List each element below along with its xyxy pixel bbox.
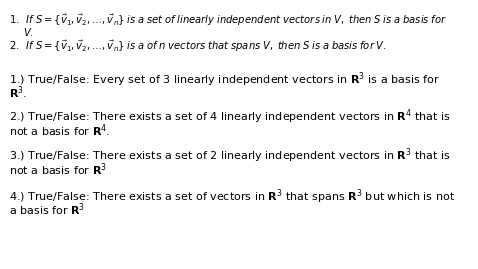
Text: $\mathit{2.\;\;If\;S=\{\vec{v}_1,\vec{v}_2,\ldots,\vec{v}_n\}\;is\;a\;of\;n\;vec: $\mathit{2.\;\;If\;S=\{\vec{v}_1,\vec{v}… bbox=[9, 38, 386, 54]
Text: $\mathit{1.\;\;If\;S=\{\vec{v}_1,\vec{v}_2,\ldots,\vec{v}_n\}\;is\;a\;set\;of\;l: $\mathit{1.\;\;If\;S=\{\vec{v}_1,\vec{v}… bbox=[9, 12, 447, 27]
Text: 2.) True/False: There exists a set of 4 linearly independent vectors in $\mathbf: 2.) True/False: There exists a set of 4 … bbox=[9, 108, 451, 126]
Text: a basis for $\mathbf{R}^3$: a basis for $\mathbf{R}^3$ bbox=[9, 202, 85, 218]
Text: 4.) True/False: There exists a set of vectors in $\mathbf{R}^3$ that spans $\mat: 4.) True/False: There exists a set of ve… bbox=[9, 187, 455, 206]
Text: not a basis for $\mathbf{R}^4$.: not a basis for $\mathbf{R}^4$. bbox=[9, 122, 110, 139]
Text: 3.) True/False: There exists a set of 2 linearly independent vectors in $\mathbf: 3.) True/False: There exists a set of 2 … bbox=[9, 147, 451, 165]
Text: not a basis for $\mathbf{R}^3$: not a basis for $\mathbf{R}^3$ bbox=[9, 161, 107, 178]
Text: 1.) True/False: Every set of 3 linearly independent vectors in $\mathbf{R}^3$ is: 1.) True/False: Every set of 3 linearly … bbox=[9, 70, 439, 89]
Text: $\mathit{V.}$: $\mathit{V.}$ bbox=[23, 26, 34, 38]
Text: $\mathbf{R}^3$.: $\mathbf{R}^3$. bbox=[9, 85, 27, 101]
